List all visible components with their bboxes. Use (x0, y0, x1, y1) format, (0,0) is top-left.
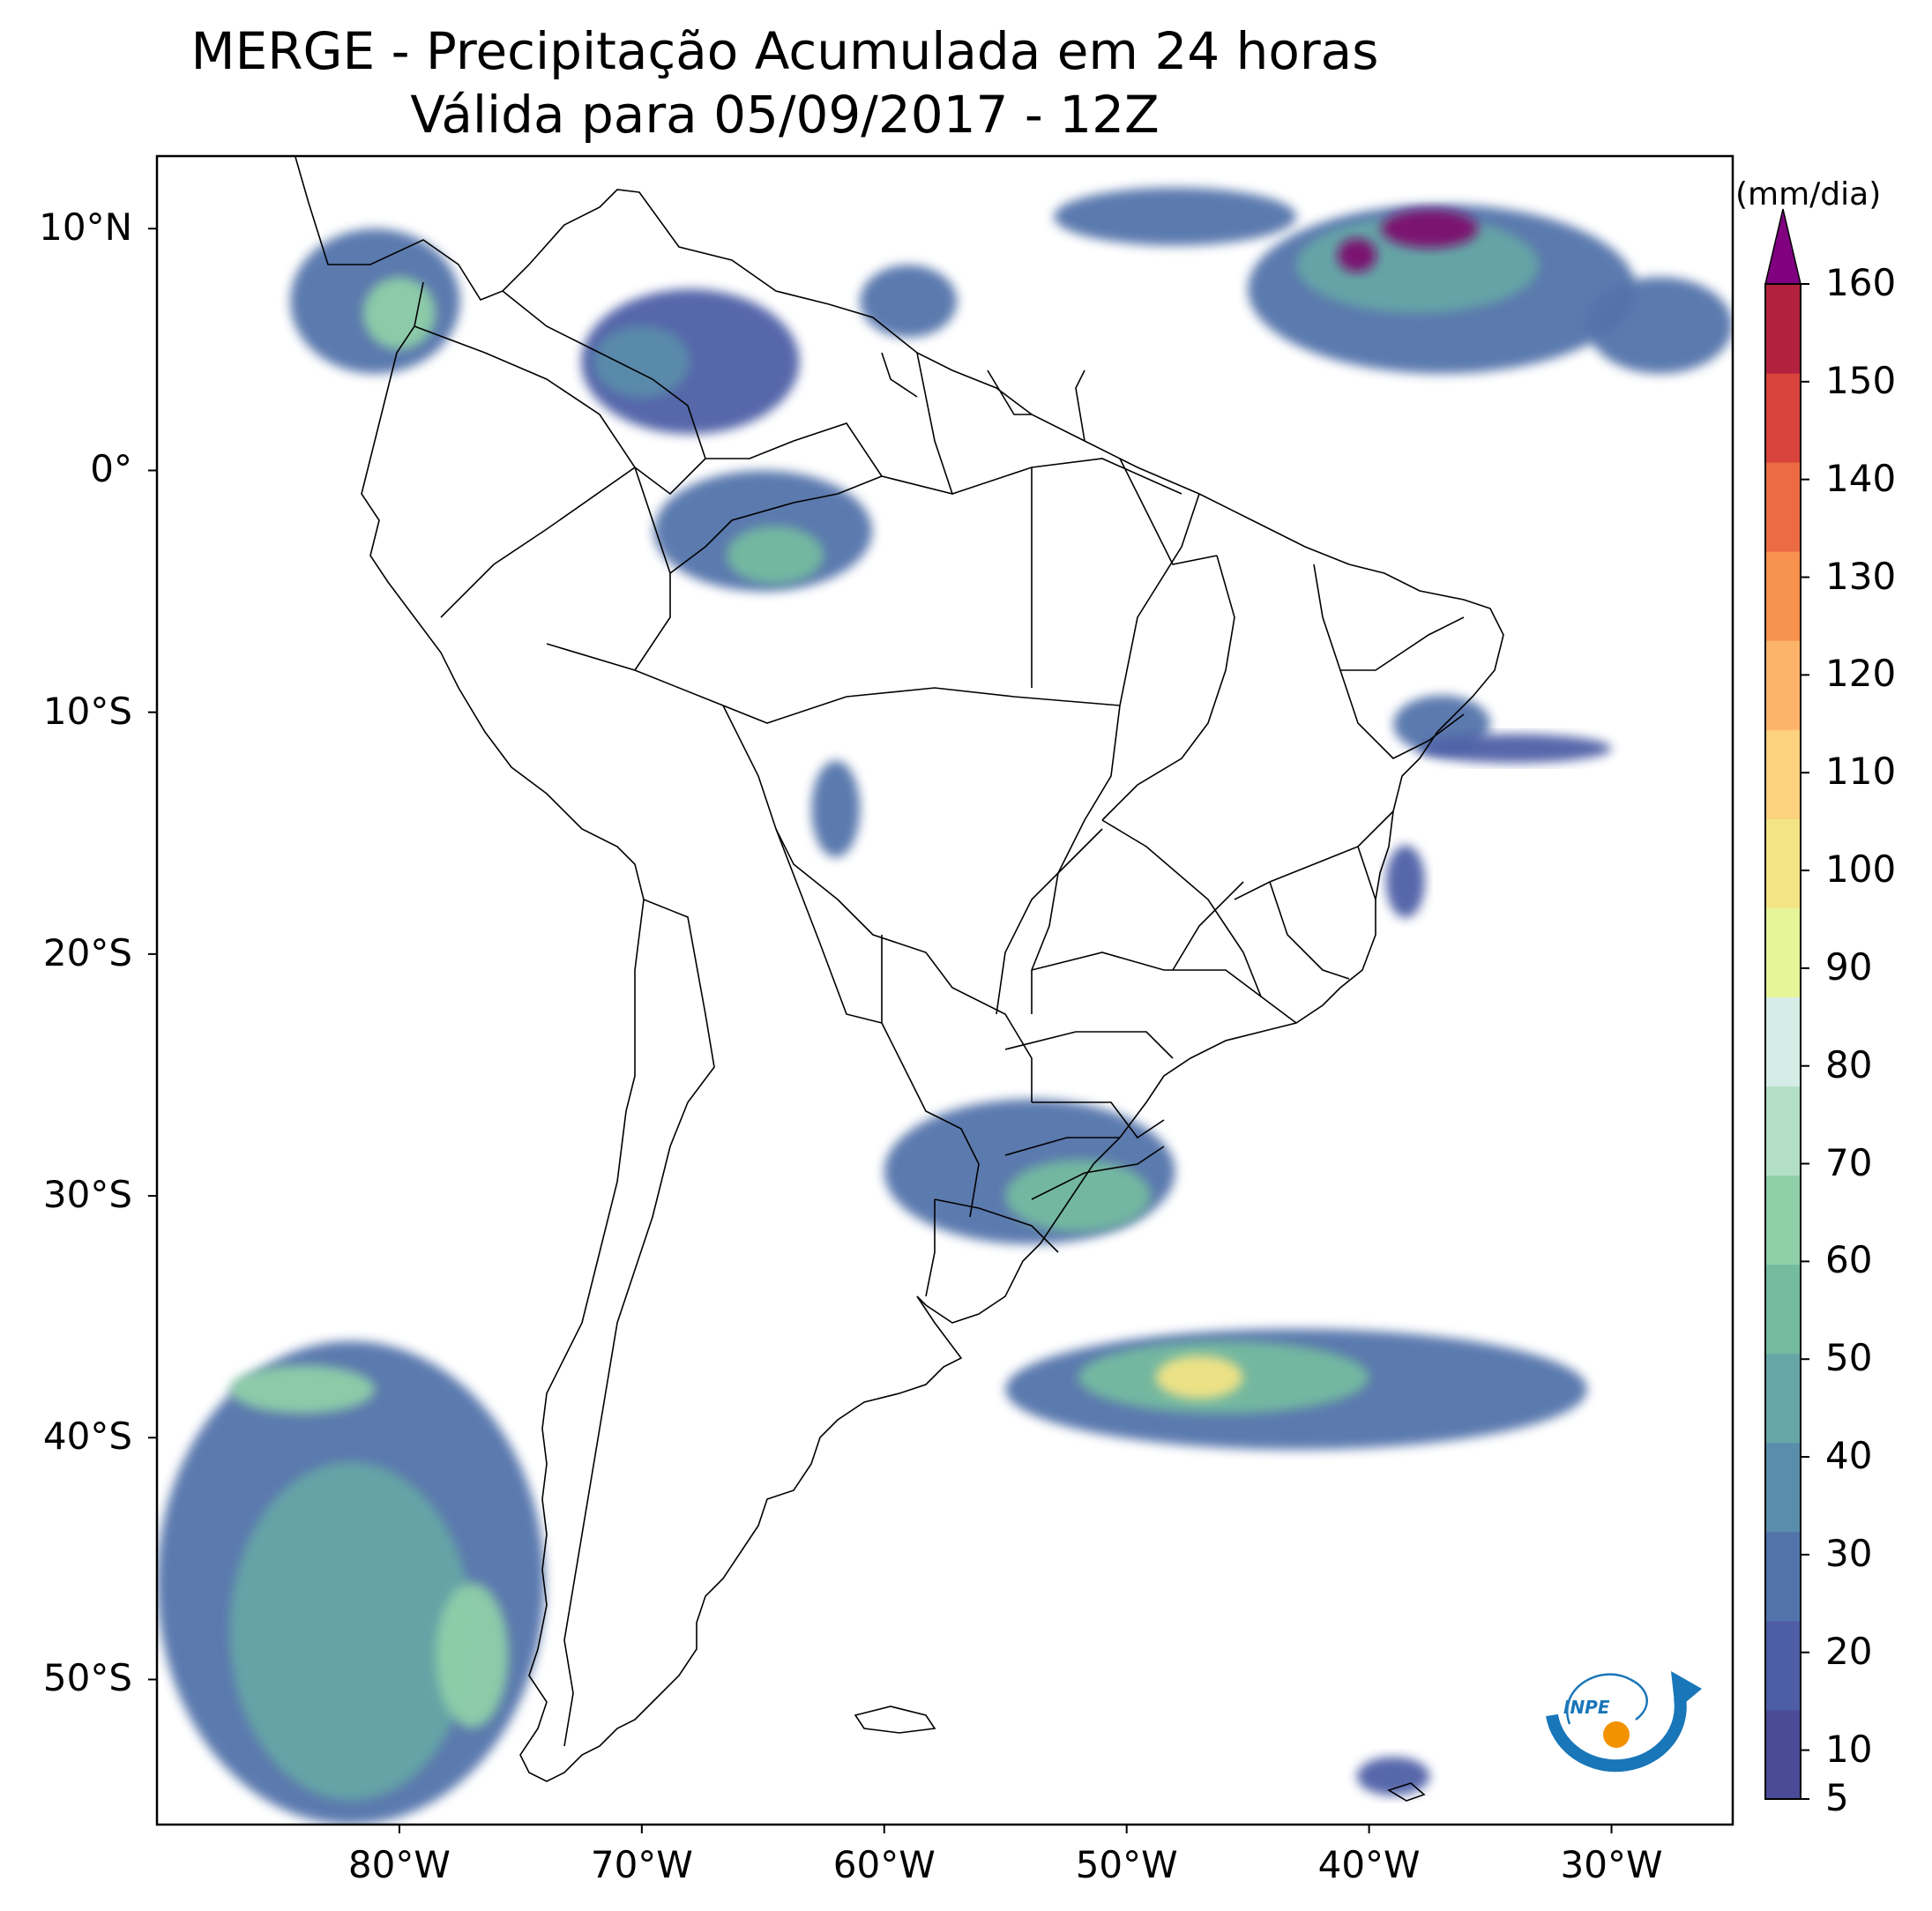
colorbar-band (1765, 1175, 1801, 1265)
colorbar-tick-label: 70 (1825, 1140, 1873, 1184)
lon-tick-label: 40°W (1317, 1843, 1421, 1886)
precip-area (362, 277, 436, 350)
colorbar-tick-label: 160 (1825, 261, 1897, 304)
precip-area (1417, 734, 1612, 764)
colorbar-tick-label: 30 (1825, 1531, 1873, 1575)
lat-tick-label: 0° (90, 447, 132, 491)
colorbar-band (1765, 551, 1801, 641)
colorbar-tick-label: 20 (1825, 1629, 1873, 1673)
coastline-borders (295, 156, 1504, 1802)
title-line-2: Válida para 05/09/2017 - 12Z (410, 85, 1160, 145)
lon-tick-label: 60°W (832, 1843, 936, 1886)
colorbar-band (1765, 1620, 1801, 1711)
colorbar-band (1765, 373, 1801, 463)
colorbar-tick-label: 50 (1825, 1336, 1873, 1380)
lon-tick-label: 70°W (590, 1843, 693, 1886)
precip-area (1054, 187, 1297, 246)
map-frame (155, 154, 1734, 1826)
colorbar-band (1765, 1353, 1801, 1444)
colorbar-tick-label: 150 (1825, 358, 1897, 402)
colorbar-tick-label: 120 (1825, 652, 1897, 696)
lon-tick-label: 50°W (1075, 1843, 1178, 1886)
colorbar-tick-label: 140 (1825, 456, 1897, 500)
colorbar-tick-label: 40 (1825, 1434, 1873, 1478)
colorbar-unit-label: (mm/dia) (1735, 176, 1882, 213)
colorbar-band (1765, 640, 1801, 730)
colorbar-frame (1764, 283, 1801, 1800)
colorbar-tick-label: 110 (1825, 750, 1897, 794)
precip-area (860, 265, 958, 338)
colorbar-band (1765, 997, 1801, 1087)
colorbar (1764, 208, 1809, 1800)
colorbar-band (1765, 1264, 1801, 1355)
colorbar-tick-label: 100 (1825, 847, 1897, 892)
colorbar-band (1765, 1442, 1801, 1533)
logo-arc (1546, 1696, 1687, 1773)
logo-orange-dot (1603, 1721, 1630, 1748)
colorbar-band (1765, 462, 1801, 552)
inpe-logo: INPE (1546, 1671, 1702, 1773)
colorbar-tick-label: 90 (1825, 944, 1873, 989)
colorbar-tick-label: 130 (1825, 554, 1897, 598)
colorbar-band (1765, 729, 1801, 819)
precip-area (1385, 845, 1425, 918)
lat-tick-label: 20°S (42, 930, 132, 974)
precip-area (229, 1365, 376, 1414)
colorbar-band (1765, 907, 1801, 997)
lat-tick-label: 30°S (42, 1173, 132, 1217)
precip-area (1155, 1355, 1243, 1400)
precipitation-layer (157, 187, 1733, 1825)
colorbar-band (1765, 1086, 1801, 1176)
colorbar-band (1765, 284, 1801, 374)
precip-area (593, 325, 690, 399)
precip-area (811, 760, 861, 858)
precip-area (436, 1582, 509, 1728)
axis-ticks (148, 228, 1613, 1833)
colorbar-extend-arrow (1764, 208, 1801, 285)
lat-tick-label: 10°S (42, 689, 132, 733)
precip-area (1381, 209, 1479, 249)
colorbar-band (1765, 818, 1801, 908)
precip-area (1587, 277, 1733, 374)
colorbar-tick-label: 5 (1825, 1776, 1849, 1819)
logo-swoosh (1566, 1673, 1648, 1725)
colorbar-band (1765, 1709, 1801, 1800)
colorbar-tick-label: 60 (1825, 1238, 1873, 1282)
lat-tick-label: 10°N (39, 205, 132, 250)
precip-area (1356, 1757, 1430, 1796)
logo-text: INPE (1563, 1697, 1610, 1718)
precip-area (229, 1461, 473, 1801)
colorbar-tick-label: 10 (1825, 1727, 1873, 1771)
precip-area (581, 288, 800, 435)
lat-tick-label: 50°S (42, 1656, 132, 1700)
colorbar-tick-label: 80 (1825, 1042, 1873, 1086)
lon-tick-label: 80°W (347, 1843, 451, 1886)
precip-area (1337, 238, 1376, 272)
precip-area (727, 526, 824, 585)
colorbar-band (1765, 1531, 1801, 1622)
precip-area (1005, 1159, 1152, 1233)
lat-tick-label: 40°S (42, 1415, 132, 1459)
lon-tick-label: 30°W (1560, 1843, 1663, 1886)
title-line-1: MERGE - Precipitação Acumulada em 24 hor… (190, 21, 1379, 81)
logo-arrow (1671, 1671, 1702, 1711)
